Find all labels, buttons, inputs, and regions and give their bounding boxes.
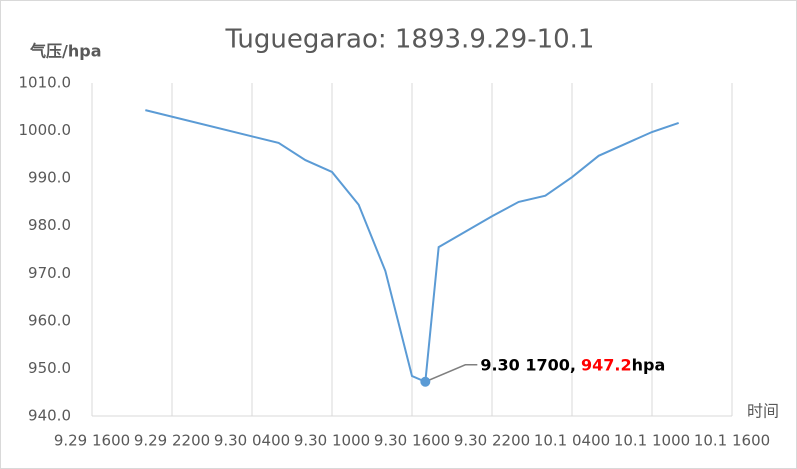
x-tick-label: 10.1 1000 — [614, 432, 690, 450]
chart-title: Tuguegarao: 1893.9.29-10.1 — [225, 25, 595, 55]
x-tick-label: 9.29 2200 — [134, 432, 210, 450]
highlight-point — [420, 376, 431, 387]
x-tick-label: 9.29 1600 — [54, 432, 130, 450]
y-tick-label: 960.0 — [28, 311, 71, 329]
y-tick-label: 940.0 — [28, 407, 71, 425]
y-tick-label: 1010.0 — [19, 74, 72, 92]
x-tick-label: 9.30 1000 — [294, 432, 370, 450]
y-tick-label: 970.0 — [28, 264, 71, 282]
y-tick-label: 950.0 — [28, 359, 71, 377]
leader-line — [425, 363, 478, 383]
line-series — [145, 109, 679, 384]
annotation-prefix: 9.30 1700, — [480, 355, 576, 374]
y-tick-label: 1000.0 — [19, 121, 72, 139]
x-tick-label: 9.30 1600 — [374, 432, 450, 450]
x-tick-label: 9.30 0400 — [214, 432, 290, 450]
x-tick-label: 10.1 1600 — [694, 432, 770, 450]
y-tick-label: 980.0 — [28, 216, 71, 234]
x-tick-label: 9.30 2200 — [454, 432, 530, 450]
x-axis-label: 时间 — [747, 402, 779, 421]
x-tick-label: 10.1 0400 — [534, 432, 610, 450]
y-tick-label: 990.0 — [28, 169, 71, 187]
value-label: 947.2 — [581, 355, 632, 374]
y-axis-label: 气压/hpa — [29, 42, 102, 61]
annotation: 9.30 1700, 947.2hpa — [480, 355, 665, 374]
annotation-suffix: hpa — [632, 355, 666, 374]
